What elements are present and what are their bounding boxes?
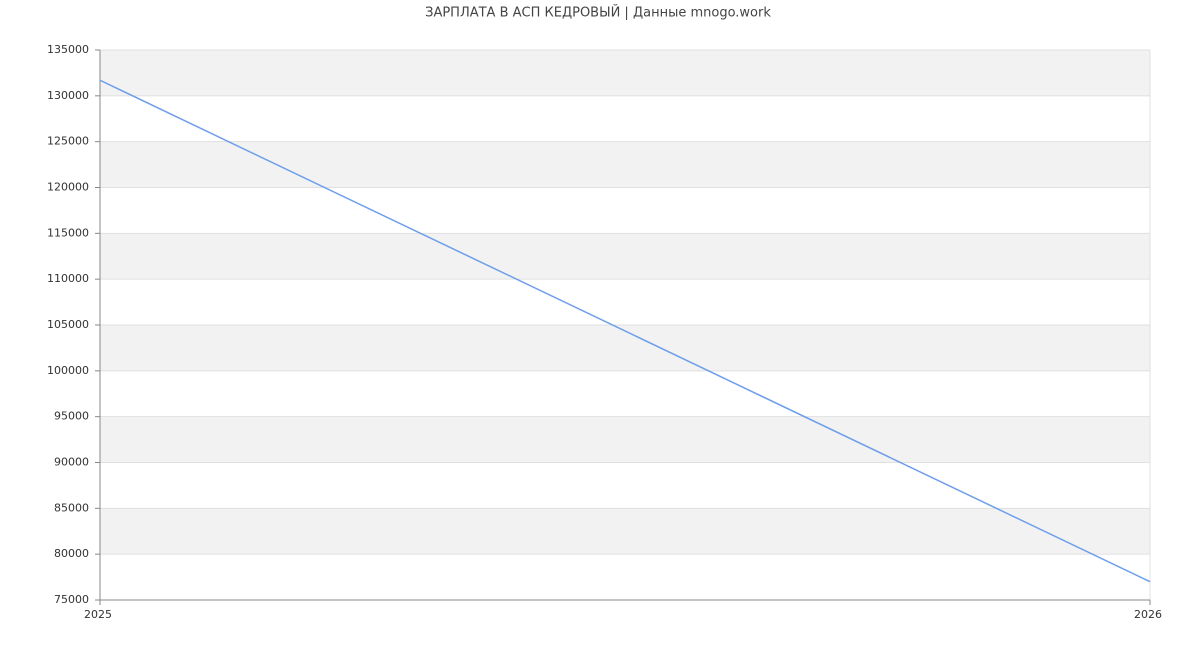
x-tick-label: 2026	[1134, 608, 1162, 621]
grid-band	[100, 508, 1150, 555]
y-tick-label: 120000	[47, 181, 89, 194]
y-tick-label: 110000	[47, 272, 89, 285]
y-tick-label: 80000	[54, 547, 89, 560]
y-tick-label: 85000	[54, 501, 89, 514]
y-tick-label: 115000	[47, 226, 89, 239]
grid-band	[100, 233, 1150, 280]
line	[99, 79, 1151, 583]
grid-band	[100, 325, 1150, 371]
y-tick-label: 125000	[47, 135, 89, 148]
y-tick-label: 75000	[54, 593, 89, 606]
y-tick-label: 95000	[54, 410, 89, 423]
y-tick-label: 135000	[47, 43, 89, 56]
chart-title: ЗАРПЛАТА В АСП КЕДРОВЫЙ | Данные mnogo.w…	[425, 5, 771, 21]
grid-band	[100, 50, 1150, 96]
y-tick-label: 90000	[54, 456, 89, 469]
y-tick-label: 105000	[47, 318, 89, 331]
grid-band	[100, 416, 1150, 463]
grid-band	[100, 141, 1150, 188]
x-tick-label: 2025	[84, 608, 112, 621]
y-tick-label: 100000	[47, 364, 89, 377]
y-tick-label: 130000	[47, 89, 89, 102]
